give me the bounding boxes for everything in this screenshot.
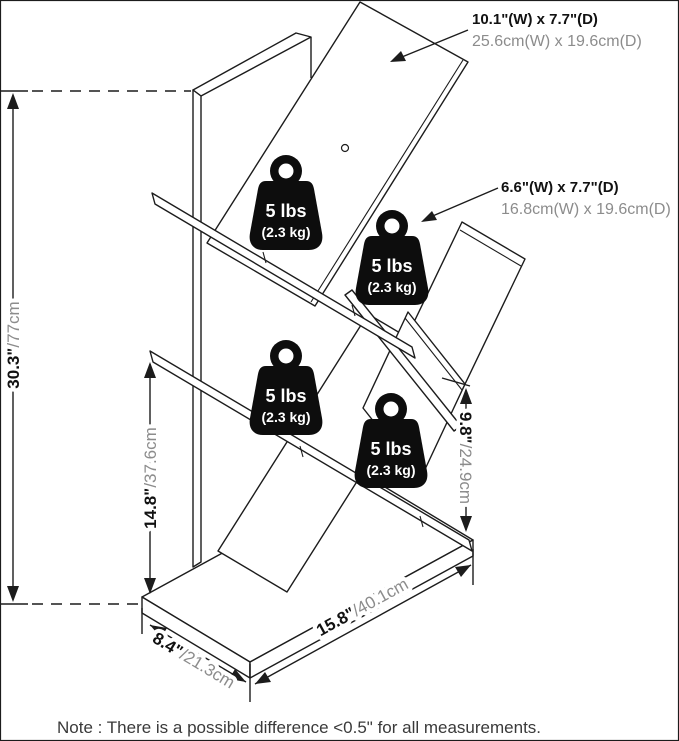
weight-handle-hole (383, 401, 399, 417)
badge-weight-kg: (2.3 kg) (261, 224, 310, 240)
top-shelf-leader-line (396, 29, 469, 60)
upper-left-board-edge-line (310, 59, 464, 303)
side-shelf-callout: 6.6"(W) x 7.7"(D) 16.8cm(W) x 19.6cm(D) (421, 179, 671, 222)
spine-top-face (192, 32, 312, 97)
measurement-note: Note : There is a possible difference <0… (57, 718, 541, 737)
arrow-down-left-icon (255, 672, 271, 684)
weight-body-icon (354, 419, 428, 488)
compartment-height-dimension: 9.8"/24.9cm (441, 377, 479, 532)
lower-shelf-height-label: 14.8"/37.6cm (141, 427, 160, 529)
weight-handle-hole (384, 218, 400, 234)
arrow-up-icon (7, 93, 19, 109)
badge-weight-kg: (2.3 kg) (366, 462, 415, 478)
arrow-down-icon (460, 516, 472, 532)
lower-shelf-joint-tick (299, 445, 304, 458)
arrow-down-icon (144, 578, 156, 594)
weight-handle-hole (278, 348, 294, 364)
compartment-height-label: 9.8"/24.9cm (456, 412, 475, 504)
depth-dimension-line (149, 624, 247, 683)
arrow-up-right-icon (455, 565, 471, 577)
weight-badge-2: 5 lbs (2.3 kg) (355, 210, 429, 305)
weight-body-icon (249, 181, 323, 250)
upper-shelf-joint-tick (351, 304, 356, 317)
top-shelf-callout: 10.1"(W) x 7.7"(D) 25.6cm(W) x 19.6cm(D) (390, 11, 642, 62)
arrow-up-left-icon (150, 625, 167, 638)
arrow-down-icon (7, 586, 19, 602)
weight-handle-hole (278, 163, 294, 179)
side-shelf-leader-line (427, 187, 499, 219)
base-slab (141, 474, 474, 679)
lower-right-board-edge-line (404, 317, 463, 391)
upper-right-board-edge-line (459, 229, 522, 267)
upper-left-board (206, 1, 469, 307)
badge-weight-lbs: 5 lbs (370, 439, 411, 459)
weight-badge-3: 5 lbs (2.3 kg) (249, 340, 323, 435)
upper-shelf-joint-tick (262, 251, 267, 264)
weight-badge-1: 5 lbs (2.3 kg) (249, 155, 323, 250)
weight-body-icon (355, 236, 429, 305)
top-shelf-size-cm: 25.6cm(W) x 19.6cm(D) (472, 33, 642, 50)
shelf-pin-hole (340, 143, 350, 153)
upper-shelf-strip (151, 192, 416, 359)
arrow-leader-icon (421, 211, 437, 222)
arrow-leader-icon (390, 51, 406, 62)
badge-weight-kg: (2.3 kg) (261, 409, 310, 425)
overall-height-label: 30.3"/77cm (4, 301, 23, 388)
badge-weight-lbs: 5 lbs (265, 386, 306, 406)
lower-shelf-height-dimension: 14.8"/37.6cm (137, 362, 164, 594)
spine-front-face (192, 89, 202, 568)
side-shelf-size-cm: 16.8cm(W) x 19.6cm(D) (501, 201, 671, 218)
compartment-top-tick (441, 377, 471, 387)
arrow-up-icon (144, 362, 156, 378)
arrow-up-icon (460, 388, 472, 404)
badge-weight-lbs: 5 lbs (371, 256, 412, 276)
overall-height-dimension: 30.3"/77cm (0, 90, 191, 605)
side-shelf-size-inches: 6.6"(W) x 7.7"(D) (501, 179, 619, 196)
weight-badge-4: 5 lbs (2.3 kg) (354, 393, 428, 488)
lower-shelf-joint-tick (419, 515, 424, 528)
badge-weight-lbs: 5 lbs (265, 201, 306, 221)
arrow-down-right-icon (229, 669, 246, 682)
upper-shelf-strip-face (151, 192, 416, 359)
weight-body-icon (249, 366, 323, 435)
width-dimension-line (254, 564, 472, 685)
top-shelf-size-inches: 10.1"(W) x 7.7"(D) (472, 11, 598, 28)
spine-panel (192, 32, 312, 568)
badge-weight-kg: (2.3 kg) (367, 279, 416, 295)
